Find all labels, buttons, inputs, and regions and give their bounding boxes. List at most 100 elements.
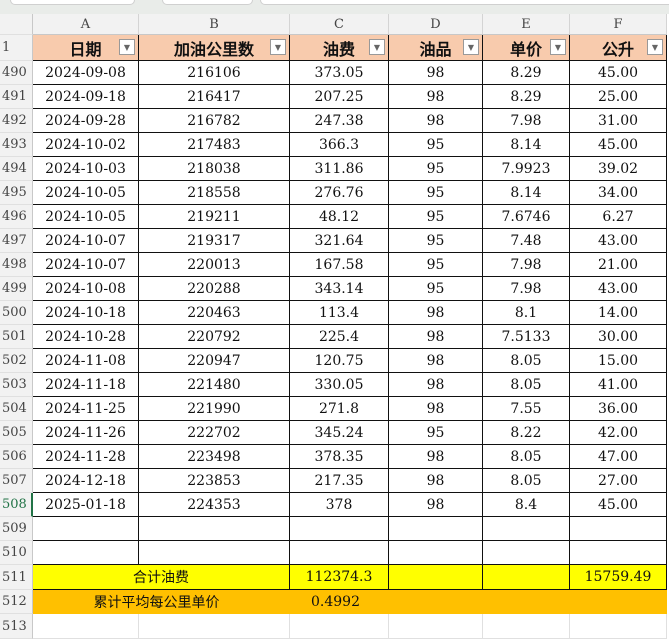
date-cell[interactable]: 2024-10-05	[33, 205, 139, 229]
fee-cell[interactable]: 343.14	[290, 277, 389, 301]
mileage-cell[interactable]: 222702	[139, 421, 290, 445]
fuel-grade-cell[interactable]: 98	[389, 85, 483, 109]
fee-cell[interactable]: 345.24	[290, 421, 389, 445]
unit-price-cell[interactable]: 8.22	[483, 421, 570, 445]
unit-price-cell[interactable]: 8.1	[483, 301, 570, 325]
unit-price-cell[interactable]: 8.05	[483, 469, 570, 493]
unit-price-cell[interactable]: 8.05	[483, 349, 570, 373]
row-number[interactable]: 503	[0, 373, 33, 397]
toolbar-box[interactable]	[162, 0, 253, 5]
mileage-cell[interactable]: 221480	[139, 373, 290, 397]
unit-price-cell[interactable]: 7.48	[483, 229, 570, 253]
liters-cell[interactable]: 41.00	[570, 373, 667, 397]
unit-price-cell[interactable]: 7.98	[483, 109, 570, 133]
fee-cell[interactable]: 330.05	[290, 373, 389, 397]
cell[interactable]	[389, 565, 483, 590]
fuel-grade-cell[interactable]: 98	[389, 325, 483, 349]
mileage-cell[interactable]: 223498	[139, 445, 290, 469]
liters-cell[interactable]: 34.00	[570, 181, 667, 205]
column-header-b[interactable]: B	[139, 14, 290, 35]
liters-cell[interactable]: 45.00	[570, 61, 667, 85]
unit-price-cell[interactable]: 7.6746	[483, 205, 570, 229]
column-header-d[interactable]: D	[389, 14, 483, 35]
fee-cell[interactable]: 378	[290, 493, 389, 517]
unit-price-cell[interactable]: 8.05	[483, 373, 570, 397]
row-number[interactable]: 493	[0, 133, 33, 157]
mileage-cell[interactable]: 221990	[139, 397, 290, 421]
cell[interactable]	[139, 614, 290, 639]
cell[interactable]	[290, 517, 389, 541]
filter-dropdown-icon[interactable]: ▼	[647, 39, 663, 55]
liters-cell[interactable]: 36.00	[570, 397, 667, 421]
unit-price-cell[interactable]: 8.14	[483, 181, 570, 205]
toolbar-box[interactable]	[10, 0, 135, 5]
mileage-cell[interactable]: 220288	[139, 277, 290, 301]
mileage-cell[interactable]: 220463	[139, 301, 290, 325]
fuel-grade-cell[interactable]: 95	[389, 181, 483, 205]
date-cell[interactable]: 2025-01-18	[33, 493, 139, 517]
row-number[interactable]: 494	[0, 157, 33, 181]
unit-price-cell[interactable]: 8.4	[483, 493, 570, 517]
row-number[interactable]: 510	[0, 541, 33, 565]
unit-price-cell[interactable]: 7.98	[483, 277, 570, 301]
total-fee[interactable]: 112374.3	[290, 565, 389, 590]
unit-price-cell[interactable]: 8.14	[483, 133, 570, 157]
row-number[interactable]: 496	[0, 205, 33, 229]
liters-cell[interactable]: 43.00	[570, 277, 667, 301]
fee-cell[interactable]: 225.4	[290, 325, 389, 349]
date-cell[interactable]: 2024-11-25	[33, 397, 139, 421]
liters-cell[interactable]: 39.02	[570, 157, 667, 181]
liters-cell[interactable]: 47.00	[570, 445, 667, 469]
cell[interactable]	[483, 614, 570, 639]
mileage-cell[interactable]: 218038	[139, 157, 290, 181]
liters-cell[interactable]: 42.00	[570, 421, 667, 445]
fuel-grade-cell[interactable]: 95	[389, 133, 483, 157]
liters-cell[interactable]: 45.00	[570, 133, 667, 157]
row-number[interactable]: 506	[0, 445, 33, 469]
liters-cell[interactable]: 45.00	[570, 493, 667, 517]
fee-cell[interactable]: 207.25	[290, 85, 389, 109]
filter-dropdown-icon[interactable]: ▼	[369, 39, 385, 55]
cell[interactable]	[290, 614, 389, 639]
unit-price-cell[interactable]: 7.55	[483, 397, 570, 421]
row-number[interactable]: 505	[0, 421, 33, 445]
liters-cell[interactable]: 15.00	[570, 349, 667, 373]
fee-cell[interactable]: 271.8	[290, 397, 389, 421]
mileage-cell[interactable]: 223853	[139, 469, 290, 493]
row-number[interactable]: 501	[0, 325, 33, 349]
date-cell[interactable]: 2024-11-28	[33, 445, 139, 469]
fuel-grade-cell[interactable]: 95	[389, 421, 483, 445]
column-header-c[interactable]: C	[290, 14, 389, 35]
date-cell[interactable]: 2024-10-28	[33, 325, 139, 349]
cell[interactable]	[33, 614, 139, 639]
fee-cell[interactable]: 217.35	[290, 469, 389, 493]
fee-cell[interactable]: 167.58	[290, 253, 389, 277]
unit-price-cell[interactable]: 8.29	[483, 85, 570, 109]
fuel-grade-cell[interactable]: 98	[389, 469, 483, 493]
cell[interactable]	[290, 541, 389, 565]
mileage-cell[interactable]: 224353	[139, 493, 290, 517]
row-number[interactable]: 511	[0, 565, 33, 590]
fee-cell[interactable]: 373.05	[290, 61, 389, 85]
fuel-grade-cell[interactable]: 98	[389, 109, 483, 133]
fee-cell[interactable]: 366.3	[290, 133, 389, 157]
cell[interactable]	[570, 614, 667, 639]
fuel-grade-cell[interactable]: 95	[389, 157, 483, 181]
fee-cell[interactable]: 247.38	[290, 109, 389, 133]
liters-cell[interactable]: 21.00	[570, 253, 667, 277]
liters-cell[interactable]: 6.27	[570, 205, 667, 229]
row-number[interactable]: 498	[0, 253, 33, 277]
row-number[interactable]: 509	[0, 517, 33, 541]
date-cell[interactable]: 2024-10-18	[33, 301, 139, 325]
mileage-cell[interactable]: 219211	[139, 205, 290, 229]
unit-price-cell[interactable]: 7.9923	[483, 157, 570, 181]
average-label[interactable]: 累计平均每公里单价	[93, 595, 220, 611]
fuel-grade-cell[interactable]: 98	[389, 61, 483, 85]
unit-price-cell[interactable]: 7.5133	[483, 325, 570, 349]
date-cell[interactable]: 2024-10-07	[33, 229, 139, 253]
filter-dropdown-icon[interactable]: ▼	[550, 39, 566, 55]
mileage-cell[interactable]: 216106	[139, 61, 290, 85]
column-header-a[interactable]: A	[33, 14, 139, 35]
fuel-grade-cell[interactable]: 95	[389, 205, 483, 229]
cell[interactable]	[139, 541, 290, 565]
